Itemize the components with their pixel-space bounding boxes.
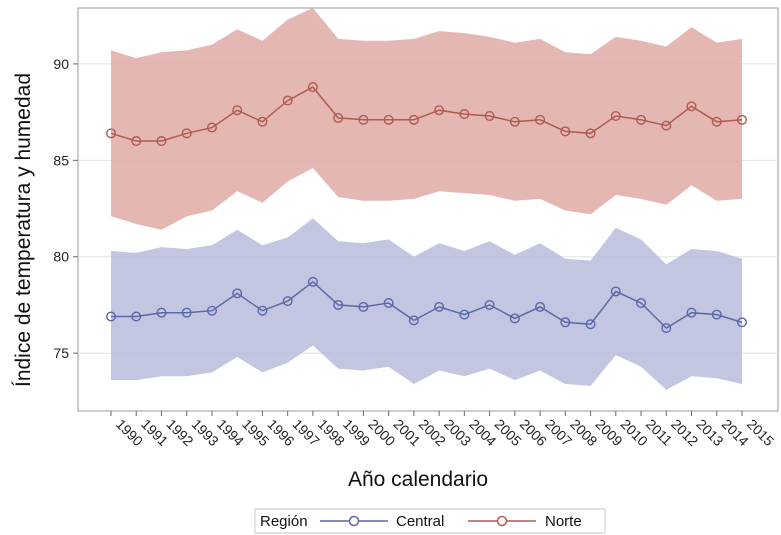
- point-central-1995: [232, 288, 243, 299]
- x-tick-label-2002: 2002: [416, 416, 449, 449]
- x-tick-label-2005: 2005: [491, 416, 524, 449]
- point-norte-2015: [737, 114, 748, 125]
- point-central-1991: [131, 311, 142, 322]
- x-tick-label-2011: 2011: [643, 416, 676, 449]
- point-central-2005: [484, 299, 495, 310]
- point-norte-2011: [636, 114, 647, 125]
- point-norte-1990: [105, 128, 116, 139]
- point-norte-2000: [358, 114, 369, 125]
- x-axis-ticks: 1990199119921993199419951996199719981999…: [110, 411, 777, 449]
- point-norte-2002: [408, 114, 419, 125]
- y-tick-label-80: 80: [53, 249, 69, 265]
- x-tick-label-1990: 1990: [113, 416, 146, 449]
- point-central-2008: [560, 317, 571, 328]
- point-central-2014: [711, 309, 722, 320]
- x-tick-label-2006: 2006: [517, 416, 550, 449]
- point-norte-1994: [206, 122, 217, 133]
- y-tick-label-90: 90: [53, 56, 69, 72]
- x-tick-label-1991: 1991: [138, 416, 171, 449]
- x-tick-label-1993: 1993: [189, 416, 222, 449]
- x-tick-label-2014: 2014: [719, 416, 752, 449]
- point-central-1994: [206, 305, 217, 316]
- x-tick-label-1998: 1998: [315, 416, 348, 449]
- y-tick-label-85: 85: [53, 152, 69, 168]
- point-norte-2003: [434, 105, 445, 116]
- y-axis-title: Índice de temperatura y humedad: [12, 73, 35, 387]
- point-norte-2008: [560, 126, 571, 137]
- x-tick-label-2013: 2013: [693, 416, 726, 449]
- point-central-2000: [358, 301, 369, 312]
- point-central-2009: [585, 319, 596, 330]
- x-tick-label-1995: 1995: [239, 416, 272, 449]
- point-central-1998: [307, 276, 318, 287]
- x-axis-title: Año calendario: [348, 468, 488, 491]
- point-norte-2006: [509, 116, 520, 127]
- legend-label-central: Central: [396, 513, 444, 530]
- x-tick-label-1996: 1996: [264, 416, 297, 449]
- point-central-1996: [257, 305, 268, 316]
- x-tick-label-1994: 1994: [214, 416, 247, 449]
- x-tick-label-1997: 1997: [290, 416, 323, 449]
- point-norte-2012: [661, 120, 672, 131]
- point-central-2003: [434, 301, 445, 312]
- legend: Región Central Norte: [254, 508, 606, 534]
- point-norte-2001: [383, 114, 394, 125]
- legend-marker-norte: [496, 515, 508, 527]
- confidence-bands: [111, 8, 742, 390]
- point-norte-1991: [131, 136, 142, 147]
- point-norte-1992: [156, 136, 167, 147]
- point-central-1999: [333, 299, 344, 310]
- point-central-1992: [156, 307, 167, 318]
- legend-title: Región: [260, 513, 308, 530]
- x-tick-label-2000: 2000: [365, 416, 398, 449]
- point-norte-2007: [535, 114, 546, 125]
- x-tick-label-2003: 2003: [441, 416, 474, 449]
- point-norte-1993: [181, 128, 192, 139]
- point-central-2011: [636, 298, 647, 309]
- point-norte-1996: [257, 116, 268, 127]
- x-tick-label-1999: 1999: [340, 416, 373, 449]
- point-norte-1995: [232, 105, 243, 116]
- point-norte-1999: [333, 112, 344, 123]
- point-norte-2004: [459, 109, 470, 120]
- point-central-2015: [737, 317, 748, 328]
- x-tick-label-2010: 2010: [618, 416, 651, 449]
- x-tick-label-2007: 2007: [542, 416, 575, 449]
- point-central-1997: [282, 296, 293, 307]
- point-central-2010: [610, 286, 621, 297]
- y-tick-label-75: 75: [53, 345, 69, 361]
- band-central: [111, 218, 742, 390]
- x-tick-label-2009: 2009: [592, 416, 625, 449]
- point-central-2006: [509, 313, 520, 324]
- x-tick-label-2008: 2008: [567, 416, 600, 449]
- x-tick-label-1992: 1992: [163, 416, 196, 449]
- x-tick-label-2004: 2004: [466, 416, 499, 449]
- legend-label-norte: Norte: [545, 513, 582, 530]
- series-points: [105, 82, 748, 334]
- point-central-2001: [383, 298, 394, 309]
- band-norte: [111, 8, 742, 230]
- x-tick-label-2001: 2001: [391, 416, 424, 449]
- point-central-2004: [459, 309, 470, 320]
- point-norte-2005: [484, 110, 495, 121]
- point-central-2002: [408, 315, 419, 326]
- point-central-2013: [686, 307, 697, 318]
- point-norte-2013: [686, 101, 697, 112]
- y-axis-ticks: 75 80 85 90: [53, 56, 78, 361]
- point-central-2007: [535, 301, 546, 312]
- x-tick-label-2015: 2015: [744, 416, 777, 449]
- point-norte-1998: [307, 82, 318, 93]
- point-norte-1997: [282, 95, 293, 106]
- point-norte-2010: [610, 110, 621, 121]
- point-norte-2014: [711, 116, 722, 127]
- point-central-2012: [661, 323, 672, 334]
- legend-box: [254, 508, 606, 534]
- x-tick-label-2012: 2012: [668, 416, 701, 449]
- point-central-1990: [105, 311, 116, 322]
- point-central-1993: [181, 307, 192, 318]
- point-norte-2009: [585, 128, 596, 139]
- legend-marker-central: [348, 515, 360, 527]
